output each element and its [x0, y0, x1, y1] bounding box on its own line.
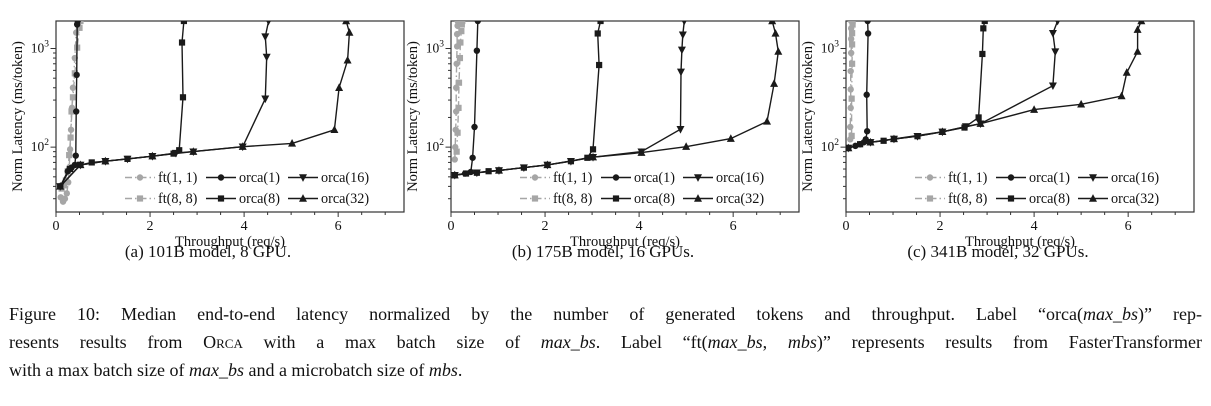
series-orca(32) [56, 21, 354, 190]
series-ft(1, 1) [847, 21, 855, 143]
chart-panel-b: 0 2 4 6 102 103 Throughput (req/s) Norm Latency… [405, 10, 801, 250]
subcaption-b: (b) 175B model, 16 GPUs. [511, 242, 695, 261]
chart-b-canvas: 0 2 4 6 102 103 Throughput (req/s) Norm Latency… [405, 20, 800, 250]
axis-ticks [50, 47, 386, 217]
legend-item-orca(8): orca(8) [601, 191, 675, 207]
legend-item-orca(8): orca(8) [996, 191, 1070, 207]
legend-item-orca(32): orca(32) [1078, 191, 1159, 207]
caption-line: Figure 10: Median end-to-end latency nor… [9, 304, 1202, 324]
legend-label: orca(8) [1029, 191, 1070, 207]
legend-item-ft(8, 8): ft(8, 8) [125, 191, 198, 207]
legend-item-orca(1): orca(1) [996, 170, 1070, 186]
y-tick-label: 102 [426, 138, 445, 154]
legend-item-orca(16): orca(16) [1078, 170, 1159, 186]
chart-a-canvas: 0 2 4 6 102 103 Throughput (req/s) Norm Latency… [10, 20, 405, 250]
y-axis-label: Norm Latency (ms/token) [10, 41, 26, 192]
legend-label: orca(1) [1029, 170, 1070, 186]
chart-c-canvas: 0 2 4 6 102 103 Throughput (req/s) Norm Latency… [800, 20, 1195, 250]
legend-label: ft(8, 8) [553, 191, 593, 207]
legend-label: ft(1, 1) [158, 170, 198, 186]
y-tick-label: 102 [821, 138, 840, 154]
x-axis-label: Throughput (req/s) [965, 234, 1075, 250]
legend-item-orca(32): orca(32) [288, 191, 369, 207]
x-tick-label: 2 [542, 219, 549, 234]
plot-border [845, 20, 1195, 213]
legend-label: orca(1) [634, 170, 675, 186]
axis-ticks [445, 47, 781, 217]
legend: ft(1, 1) orca(1) orca(16) ft(8, 8) orca(8) or… [520, 170, 764, 207]
legend-label: orca(8) [239, 191, 280, 207]
legend-item-orca(16): orca(16) [683, 170, 764, 186]
legend-item-orca(16): orca(16) [288, 170, 369, 186]
legend-label: orca(32) [321, 191, 369, 207]
series-orca(32) [846, 21, 1146, 152]
legend: ft(1, 1) orca(1) orca(16) ft(8, 8) orca(8) or… [125, 170, 369, 207]
x-tick-label: 6 [335, 219, 342, 234]
chart-panel-c: 0 2 4 6 102 103 Throughput (req/s) Norm Latency… [800, 10, 1196, 250]
legend-item-ft(8, 8): ft(8, 8) [915, 191, 988, 207]
legend-item-ft(1, 1): ft(1, 1) [520, 170, 593, 186]
x-tick-label: 4 [241, 219, 248, 234]
caption-line: with a max batch size of max_bs and a mi… [9, 360, 463, 380]
series-orca(32) [451, 21, 783, 179]
series-orca(16) [451, 21, 687, 180]
plot-border [55, 20, 405, 213]
x-tick-label: 0 [843, 219, 850, 234]
caption-line: resents results from Orca with a max bat… [9, 332, 1203, 352]
x-tick-label: 2 [147, 219, 154, 234]
legend-item-orca(1): orca(1) [206, 170, 280, 186]
series-orca(8) [451, 21, 604, 179]
x-axis-label: Throughput (req/s) [175, 234, 285, 250]
legend-label: orca(16) [716, 170, 764, 186]
subcaption-c: (c) 341B model, 32 GPUs. [907, 242, 1089, 261]
y-tick-label: 103 [31, 39, 50, 55]
legend-label: orca(1) [239, 170, 280, 186]
legend-item-orca(8): orca(8) [206, 191, 280, 207]
legend-label: ft(1, 1) [553, 170, 593, 186]
legend-label: orca(32) [1111, 191, 1159, 207]
series-ft(1, 1) [451, 21, 461, 163]
y-tick-label: 103 [821, 39, 840, 55]
legend-label: orca(32) [716, 191, 764, 207]
x-tick-label: 0 [53, 219, 60, 234]
plot-border [450, 20, 800, 213]
legend-label: orca(8) [634, 191, 675, 207]
x-tick-label: 0 [448, 219, 455, 234]
legend-item-orca(32): orca(32) [683, 191, 764, 207]
series-orca(16) [846, 21, 1060, 153]
chart-panel-a: 0 2 4 6 102 103 Throughput (req/s) Norm Latency… [10, 10, 406, 250]
legend-label: ft(8, 8) [948, 191, 988, 207]
x-tick-label: 4 [1031, 219, 1038, 234]
legend-item-orca(1): orca(1) [601, 170, 675, 186]
legend-label: orca(16) [321, 170, 369, 186]
y-tick-label: 103 [426, 39, 445, 55]
x-tick-label: 4 [636, 219, 643, 234]
legend-item-ft(1, 1): ft(1, 1) [915, 170, 988, 186]
y-tick-label: 102 [31, 138, 50, 154]
series-ft(8, 8) [848, 21, 856, 139]
axis-ticks [840, 47, 1176, 217]
x-axis-label: Throughput (req/s) [570, 234, 680, 250]
legend-label: ft(1, 1) [948, 170, 988, 186]
y-axis-label: Norm Latency (ms/token) [800, 41, 816, 192]
legend-label: ft(8, 8) [158, 191, 198, 207]
figure-caption: Figure 10: Median end-to-end latency nor… [9, 300, 1202, 384]
series-ft(8, 8) [453, 21, 466, 155]
subcaption-a: (a) 101B model, 8 GPU. [124, 242, 292, 261]
legend-item-ft(1, 1): ft(1, 1) [125, 170, 198, 186]
x-tick-label: 6 [1125, 219, 1132, 234]
legend-label: orca(16) [1111, 170, 1159, 186]
x-tick-label: 6 [730, 219, 737, 234]
x-tick-label: 2 [937, 219, 944, 234]
y-axis-label: Norm Latency (ms/token) [405, 41, 421, 192]
legend: ft(1, 1) orca(1) orca(16) ft(8, 8) orca(8) or… [915, 170, 1159, 207]
legend-item-ft(8, 8): ft(8, 8) [520, 191, 593, 207]
